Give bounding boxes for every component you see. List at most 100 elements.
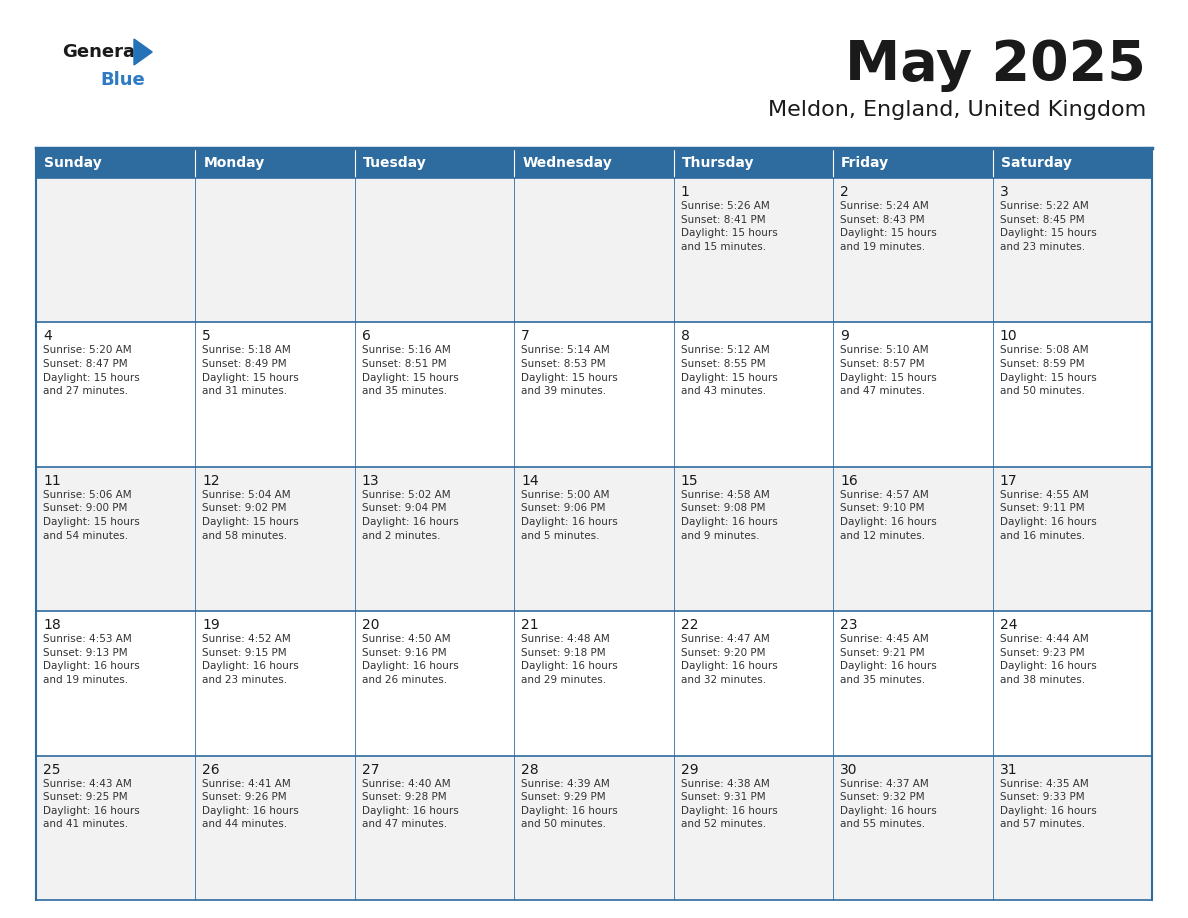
- Bar: [674, 611, 833, 756]
- Text: 23: 23: [840, 618, 858, 633]
- Text: 8: 8: [681, 330, 689, 343]
- Text: 15: 15: [681, 474, 699, 487]
- Text: 19: 19: [202, 618, 220, 633]
- Text: General: General: [62, 43, 141, 61]
- Text: Sunrise: 4:50 AM
Sunset: 9:16 PM
Daylight: 16 hours
and 26 minutes.: Sunrise: 4:50 AM Sunset: 9:16 PM Dayligh…: [362, 634, 459, 685]
- Text: Sunrise: 5:22 AM
Sunset: 8:45 PM
Daylight: 15 hours
and 23 minutes.: Sunrise: 5:22 AM Sunset: 8:45 PM Dayligh…: [999, 201, 1097, 252]
- Bar: [355, 756, 514, 900]
- Bar: [514, 756, 674, 900]
- Bar: [992, 611, 1152, 756]
- Bar: [514, 611, 674, 756]
- Text: Sunrise: 5:18 AM
Sunset: 8:49 PM
Daylight: 15 hours
and 31 minutes.: Sunrise: 5:18 AM Sunset: 8:49 PM Dayligh…: [202, 345, 299, 397]
- Bar: [514, 178, 674, 322]
- Text: Meldon, England, United Kingdom: Meldon, England, United Kingdom: [767, 100, 1146, 120]
- Text: Sunrise: 5:26 AM
Sunset: 8:41 PM
Daylight: 15 hours
and 15 minutes.: Sunrise: 5:26 AM Sunset: 8:41 PM Dayligh…: [681, 201, 777, 252]
- Bar: [355, 178, 514, 322]
- Bar: [196, 756, 355, 900]
- Bar: [196, 148, 355, 178]
- Text: Sunrise: 5:24 AM
Sunset: 8:43 PM
Daylight: 15 hours
and 19 minutes.: Sunrise: 5:24 AM Sunset: 8:43 PM Dayligh…: [840, 201, 937, 252]
- Text: Sunrise: 5:00 AM
Sunset: 9:06 PM
Daylight: 16 hours
and 5 minutes.: Sunrise: 5:00 AM Sunset: 9:06 PM Dayligh…: [522, 490, 618, 541]
- Text: Sunrise: 5:16 AM
Sunset: 8:51 PM
Daylight: 15 hours
and 35 minutes.: Sunrise: 5:16 AM Sunset: 8:51 PM Dayligh…: [362, 345, 459, 397]
- Text: 26: 26: [202, 763, 220, 777]
- Text: Tuesday: Tuesday: [362, 156, 426, 170]
- Text: Sunrise: 5:12 AM
Sunset: 8:55 PM
Daylight: 15 hours
and 43 minutes.: Sunrise: 5:12 AM Sunset: 8:55 PM Dayligh…: [681, 345, 777, 397]
- Text: May 2025: May 2025: [845, 38, 1146, 92]
- Bar: [674, 148, 833, 178]
- Bar: [674, 466, 833, 611]
- Bar: [833, 148, 992, 178]
- Text: 21: 21: [522, 618, 539, 633]
- Text: Sunrise: 5:14 AM
Sunset: 8:53 PM
Daylight: 15 hours
and 39 minutes.: Sunrise: 5:14 AM Sunset: 8:53 PM Dayligh…: [522, 345, 618, 397]
- Text: Sunrise: 4:39 AM
Sunset: 9:29 PM
Daylight: 16 hours
and 50 minutes.: Sunrise: 4:39 AM Sunset: 9:29 PM Dayligh…: [522, 778, 618, 829]
- Text: 28: 28: [522, 763, 539, 777]
- Bar: [355, 466, 514, 611]
- Bar: [196, 178, 355, 322]
- Text: Sunrise: 4:37 AM
Sunset: 9:32 PM
Daylight: 16 hours
and 55 minutes.: Sunrise: 4:37 AM Sunset: 9:32 PM Dayligh…: [840, 778, 937, 829]
- Text: Monday: Monday: [203, 156, 265, 170]
- Text: 1: 1: [681, 185, 689, 199]
- Text: Sunrise: 5:08 AM
Sunset: 8:59 PM
Daylight: 15 hours
and 50 minutes.: Sunrise: 5:08 AM Sunset: 8:59 PM Dayligh…: [999, 345, 1097, 397]
- Polygon shape: [134, 39, 152, 65]
- Text: 18: 18: [43, 618, 61, 633]
- Text: Sunrise: 5:02 AM
Sunset: 9:04 PM
Daylight: 16 hours
and 2 minutes.: Sunrise: 5:02 AM Sunset: 9:04 PM Dayligh…: [362, 490, 459, 541]
- Text: Sunrise: 5:06 AM
Sunset: 9:00 PM
Daylight: 15 hours
and 54 minutes.: Sunrise: 5:06 AM Sunset: 9:00 PM Dayligh…: [43, 490, 140, 541]
- Text: Sunrise: 4:40 AM
Sunset: 9:28 PM
Daylight: 16 hours
and 47 minutes.: Sunrise: 4:40 AM Sunset: 9:28 PM Dayligh…: [362, 778, 459, 829]
- Text: Sunrise: 4:58 AM
Sunset: 9:08 PM
Daylight: 16 hours
and 9 minutes.: Sunrise: 4:58 AM Sunset: 9:08 PM Dayligh…: [681, 490, 777, 541]
- Text: 6: 6: [362, 330, 371, 343]
- Text: 5: 5: [202, 330, 211, 343]
- Bar: [355, 322, 514, 466]
- Text: 25: 25: [43, 763, 61, 777]
- Text: Sunrise: 4:53 AM
Sunset: 9:13 PM
Daylight: 16 hours
and 19 minutes.: Sunrise: 4:53 AM Sunset: 9:13 PM Dayligh…: [43, 634, 140, 685]
- Text: 17: 17: [999, 474, 1017, 487]
- Bar: [833, 611, 992, 756]
- Bar: [514, 466, 674, 611]
- Text: 11: 11: [43, 474, 61, 487]
- Text: Wednesday: Wednesday: [523, 156, 612, 170]
- Bar: [36, 756, 196, 900]
- Bar: [674, 322, 833, 466]
- Bar: [992, 466, 1152, 611]
- Bar: [674, 756, 833, 900]
- Text: 12: 12: [202, 474, 220, 487]
- Text: 27: 27: [362, 763, 379, 777]
- Text: 20: 20: [362, 618, 379, 633]
- Text: Sunrise: 4:47 AM
Sunset: 9:20 PM
Daylight: 16 hours
and 32 minutes.: Sunrise: 4:47 AM Sunset: 9:20 PM Dayligh…: [681, 634, 777, 685]
- Bar: [992, 178, 1152, 322]
- Text: Thursday: Thursday: [682, 156, 754, 170]
- Bar: [992, 148, 1152, 178]
- Text: 24: 24: [999, 618, 1017, 633]
- Bar: [355, 148, 514, 178]
- Bar: [833, 322, 992, 466]
- Bar: [36, 178, 196, 322]
- Bar: [36, 466, 196, 611]
- Text: Sunrise: 4:44 AM
Sunset: 9:23 PM
Daylight: 16 hours
and 38 minutes.: Sunrise: 4:44 AM Sunset: 9:23 PM Dayligh…: [999, 634, 1097, 685]
- Text: 13: 13: [362, 474, 379, 487]
- Text: Sunrise: 4:45 AM
Sunset: 9:21 PM
Daylight: 16 hours
and 35 minutes.: Sunrise: 4:45 AM Sunset: 9:21 PM Dayligh…: [840, 634, 937, 685]
- Text: Friday: Friday: [841, 156, 890, 170]
- Text: Saturday: Saturday: [1000, 156, 1072, 170]
- Text: Sunrise: 4:52 AM
Sunset: 9:15 PM
Daylight: 16 hours
and 23 minutes.: Sunrise: 4:52 AM Sunset: 9:15 PM Dayligh…: [202, 634, 299, 685]
- Bar: [992, 756, 1152, 900]
- Text: 7: 7: [522, 330, 530, 343]
- Text: 29: 29: [681, 763, 699, 777]
- Bar: [514, 322, 674, 466]
- Text: 31: 31: [999, 763, 1017, 777]
- Bar: [196, 611, 355, 756]
- Text: Sunrise: 4:57 AM
Sunset: 9:10 PM
Daylight: 16 hours
and 12 minutes.: Sunrise: 4:57 AM Sunset: 9:10 PM Dayligh…: [840, 490, 937, 541]
- Bar: [833, 466, 992, 611]
- Text: 4: 4: [43, 330, 52, 343]
- Text: 22: 22: [681, 618, 699, 633]
- Text: Blue: Blue: [100, 71, 145, 89]
- Text: Sunrise: 4:38 AM
Sunset: 9:31 PM
Daylight: 16 hours
and 52 minutes.: Sunrise: 4:38 AM Sunset: 9:31 PM Dayligh…: [681, 778, 777, 829]
- Text: Sunrise: 4:55 AM
Sunset: 9:11 PM
Daylight: 16 hours
and 16 minutes.: Sunrise: 4:55 AM Sunset: 9:11 PM Dayligh…: [999, 490, 1097, 541]
- Bar: [355, 611, 514, 756]
- Text: Sunrise: 4:48 AM
Sunset: 9:18 PM
Daylight: 16 hours
and 29 minutes.: Sunrise: 4:48 AM Sunset: 9:18 PM Dayligh…: [522, 634, 618, 685]
- Bar: [514, 148, 674, 178]
- Text: 14: 14: [522, 474, 539, 487]
- Bar: [196, 322, 355, 466]
- Bar: [36, 611, 196, 756]
- Text: Sunrise: 4:41 AM
Sunset: 9:26 PM
Daylight: 16 hours
and 44 minutes.: Sunrise: 4:41 AM Sunset: 9:26 PM Dayligh…: [202, 778, 299, 829]
- Text: 16: 16: [840, 474, 858, 487]
- Text: Sunrise: 5:04 AM
Sunset: 9:02 PM
Daylight: 15 hours
and 58 minutes.: Sunrise: 5:04 AM Sunset: 9:02 PM Dayligh…: [202, 490, 299, 541]
- Text: 30: 30: [840, 763, 858, 777]
